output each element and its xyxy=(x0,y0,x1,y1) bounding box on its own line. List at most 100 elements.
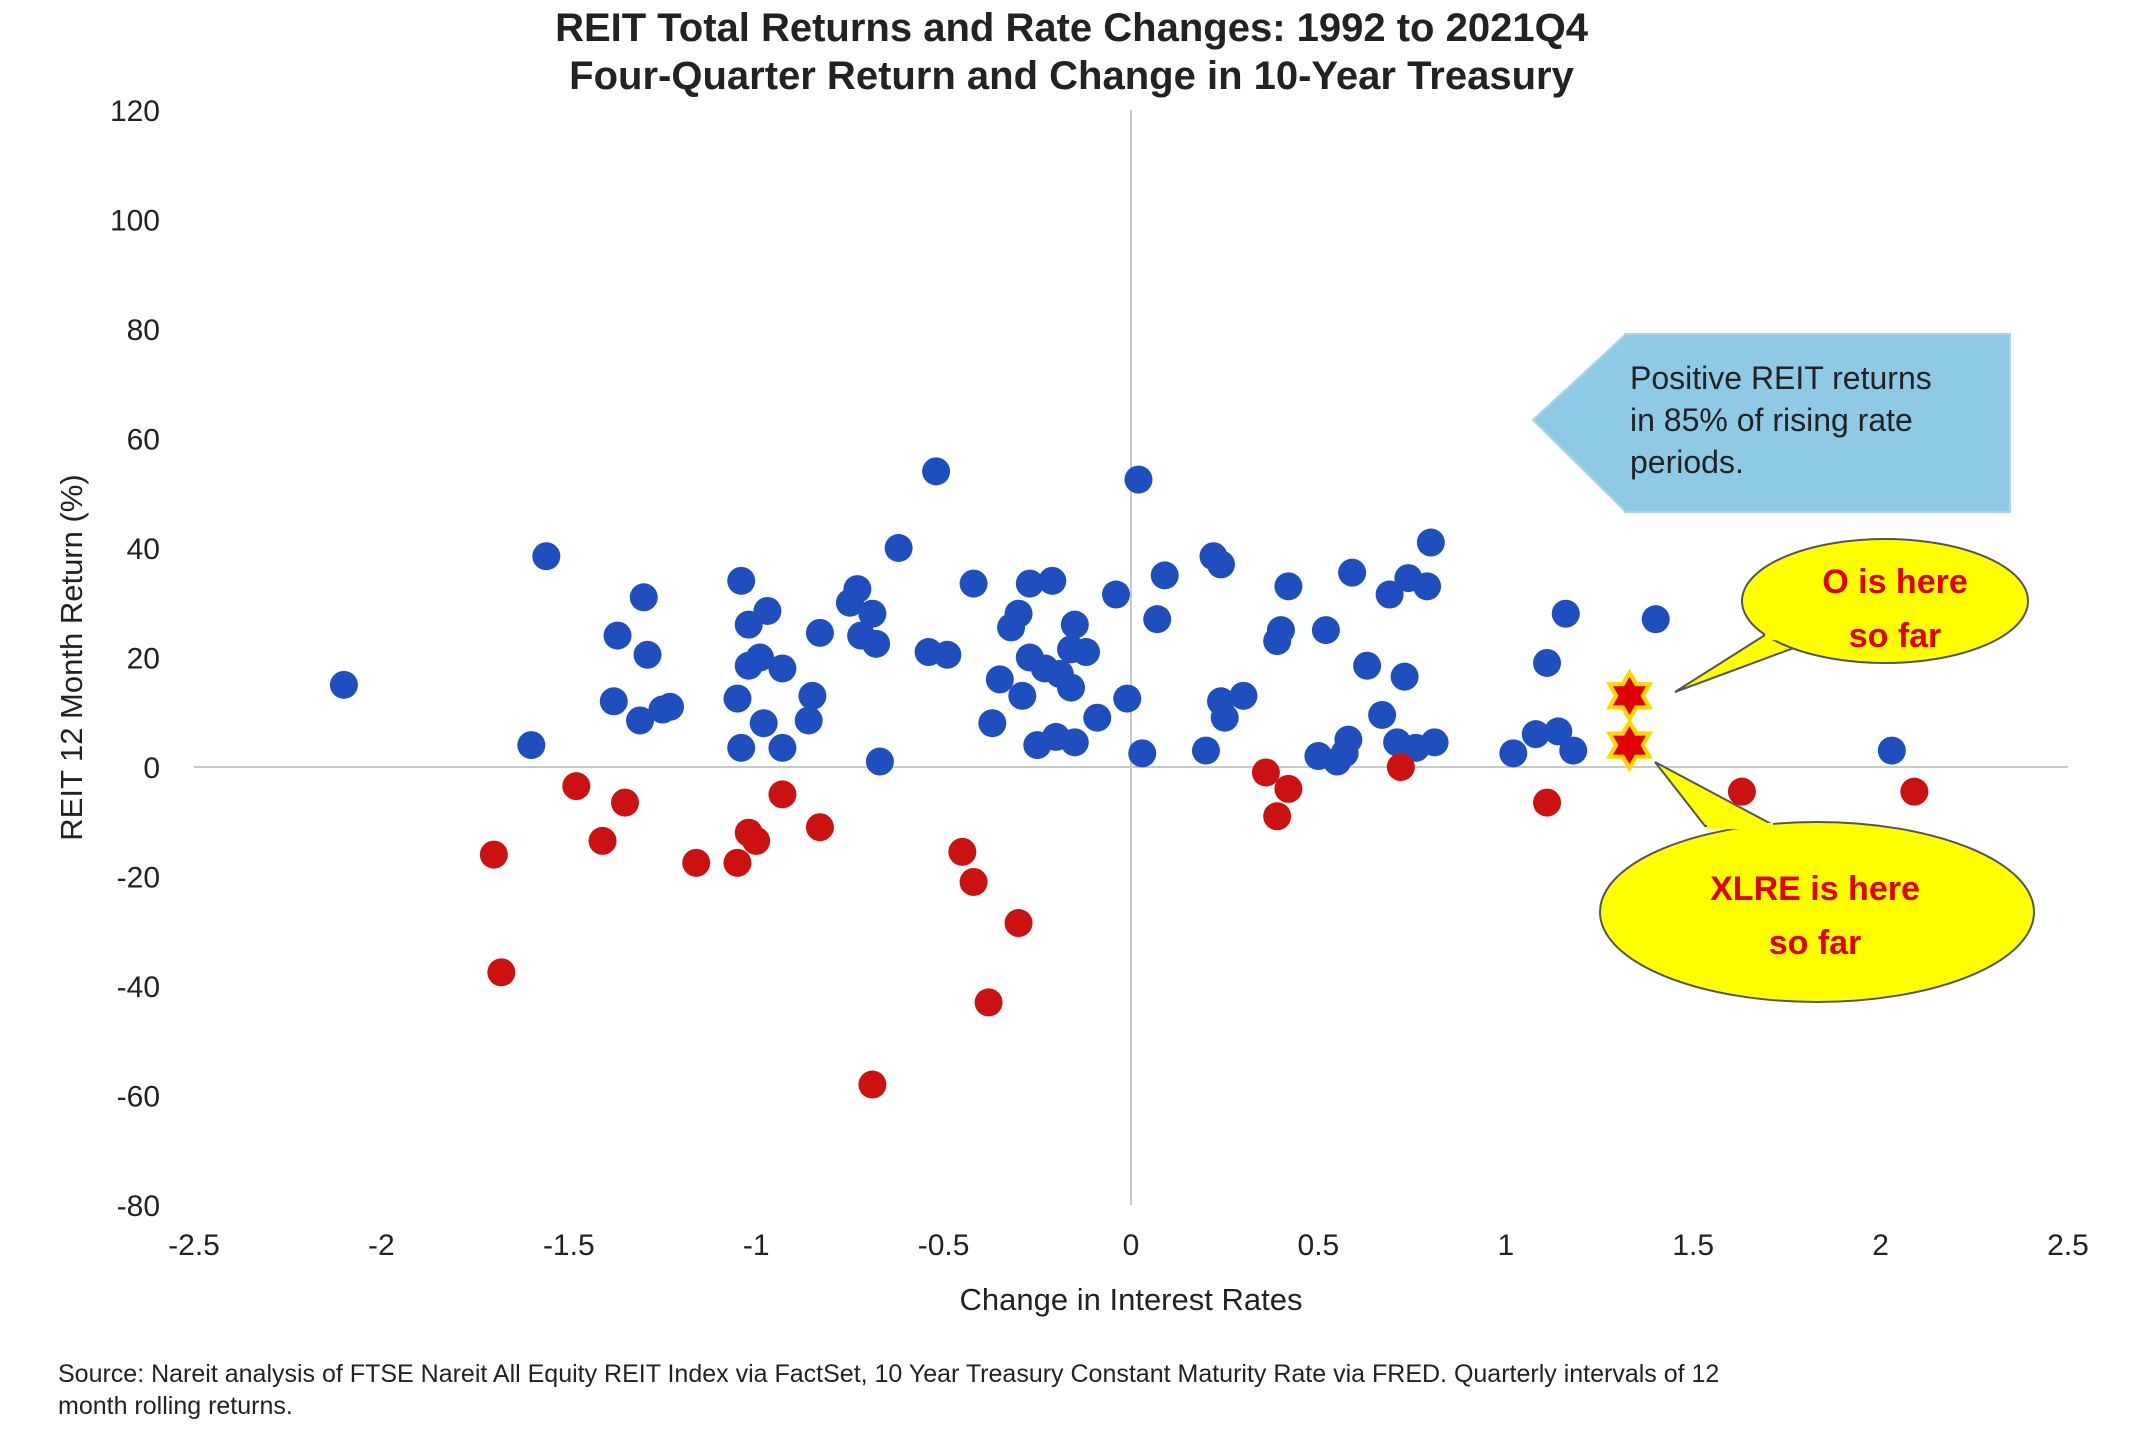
red-data-point xyxy=(1004,909,1033,938)
blue-data-point xyxy=(1375,580,1404,609)
y-tick-label: -80 xyxy=(117,1190,160,1223)
blue-data-point xyxy=(603,621,632,650)
x-tick-label: 2 xyxy=(1872,1229,1889,1262)
blue-data-point xyxy=(985,665,1014,694)
x-tick-label: 1 xyxy=(1497,1229,1514,1262)
blue-data-point xyxy=(865,747,894,776)
data-points xyxy=(329,457,1929,1099)
y-axis-label: REIT 12 Month Return (%) xyxy=(54,474,89,840)
red-data-point xyxy=(948,837,977,866)
blue-data-point xyxy=(1338,558,1367,587)
red-data-point xyxy=(479,840,508,869)
red-data-point xyxy=(1263,802,1292,831)
blue-data-point xyxy=(1544,717,1573,746)
red-data-point xyxy=(1274,774,1303,803)
red-data-point xyxy=(588,826,617,855)
blue-data-point xyxy=(1413,572,1442,601)
red-data-point xyxy=(959,867,988,896)
blue-data-point xyxy=(1210,703,1239,732)
blue-data-point xyxy=(723,684,752,713)
x-tick-label: 1.5 xyxy=(1672,1229,1714,1262)
y-tick-label: 40 xyxy=(127,533,160,566)
y-tick-label: -40 xyxy=(117,971,160,1004)
blue-data-point xyxy=(1274,572,1303,601)
source-note: Source: Nareit analysis of FTSE Nareit A… xyxy=(58,1358,2098,1422)
red-data-point xyxy=(562,772,591,801)
blue-data-point xyxy=(768,654,797,683)
blue-data-point xyxy=(1353,651,1382,680)
arrow-callout-text: periods. xyxy=(1630,444,1744,480)
blue-data-point xyxy=(933,640,962,669)
blue-data-point xyxy=(1015,569,1044,598)
y-tick-label: -20 xyxy=(117,862,160,895)
source-line-1: Source: Nareit analysis of FTSE Nareit A… xyxy=(58,1360,1720,1388)
red-data-point xyxy=(974,988,1003,1017)
red-data-point xyxy=(805,813,834,842)
blue-data-point xyxy=(1533,648,1562,677)
xlre-callout-text: so far xyxy=(1769,924,1862,962)
blue-data-point xyxy=(1083,703,1112,732)
blue-data-point xyxy=(1551,599,1580,628)
blue-data-point xyxy=(727,733,756,762)
blue-data-point xyxy=(1038,566,1067,595)
red-data-point xyxy=(682,848,711,877)
blue-data-point xyxy=(517,731,546,760)
o-star-marker xyxy=(1613,676,1646,715)
source-line-2: month rolling returns. xyxy=(58,1392,293,1420)
red-data-point xyxy=(723,848,752,877)
blue-data-point xyxy=(1008,681,1037,710)
o-callout-text: so far xyxy=(1849,617,1942,655)
blue-data-point xyxy=(1004,599,1033,628)
blue-data-point xyxy=(1229,681,1258,710)
chart-subtitle: Four-Quarter Return and Change in 10-Yea… xyxy=(569,54,1574,98)
o-callout-joint xyxy=(1764,633,1811,644)
xlre-callout-pointer xyxy=(1654,761,1776,827)
y-tick-label: 80 xyxy=(127,314,160,347)
blue-data-point xyxy=(629,583,658,612)
blue-data-point xyxy=(1206,550,1235,579)
arrow-callout-text: in 85% of rising rate xyxy=(1630,402,1913,438)
red-data-point xyxy=(611,788,640,817)
o-callout-text: O is here xyxy=(1822,563,1968,601)
red-data-point xyxy=(1533,788,1562,817)
x-tick-label: -0.5 xyxy=(918,1229,970,1262)
blue-data-point xyxy=(794,706,823,735)
blue-data-point xyxy=(1641,605,1670,634)
blue-data-point xyxy=(745,643,774,672)
x-axis-label: Change in Interest Rates xyxy=(960,1282,1303,1317)
blue-data-point xyxy=(727,566,756,595)
xlre-star-marker xyxy=(1613,726,1646,765)
blue-data-point xyxy=(633,640,662,669)
blue-data-point xyxy=(753,596,782,625)
red-data-point xyxy=(1251,758,1280,787)
y-tick-label: 20 xyxy=(127,643,160,676)
blue-data-point xyxy=(884,534,913,562)
blue-data-point xyxy=(1072,638,1101,667)
blue-data-point xyxy=(858,599,887,628)
blue-data-point xyxy=(798,681,827,710)
blue-data-point xyxy=(1559,736,1588,765)
blue-data-point xyxy=(599,687,628,716)
blue-data-point xyxy=(655,692,684,721)
red-data-point xyxy=(742,826,771,855)
y-tick-label: 100 xyxy=(110,205,160,238)
blue-data-point xyxy=(1124,465,1153,494)
red-data-point xyxy=(858,1070,887,1099)
blue-data-point xyxy=(749,709,778,738)
blue-data-point xyxy=(862,629,891,658)
blue-data-point xyxy=(768,733,797,762)
blue-data-point xyxy=(1311,616,1340,645)
blue-data-point xyxy=(626,706,655,735)
blue-data-point xyxy=(843,575,872,604)
blue-data-point xyxy=(978,709,1007,738)
red-data-point xyxy=(487,958,516,987)
y-tick-label: -60 xyxy=(117,1081,160,1114)
x-tick-label: 0.5 xyxy=(1298,1229,1340,1262)
o-callout-bubble xyxy=(1741,538,2029,664)
y-tick-label: 60 xyxy=(127,424,160,457)
x-tick-label: -1.5 xyxy=(543,1229,595,1262)
x-tick-label: 2.5 xyxy=(2047,1229,2089,1262)
blue-data-point xyxy=(1191,736,1220,765)
blue-data-point xyxy=(532,542,561,571)
